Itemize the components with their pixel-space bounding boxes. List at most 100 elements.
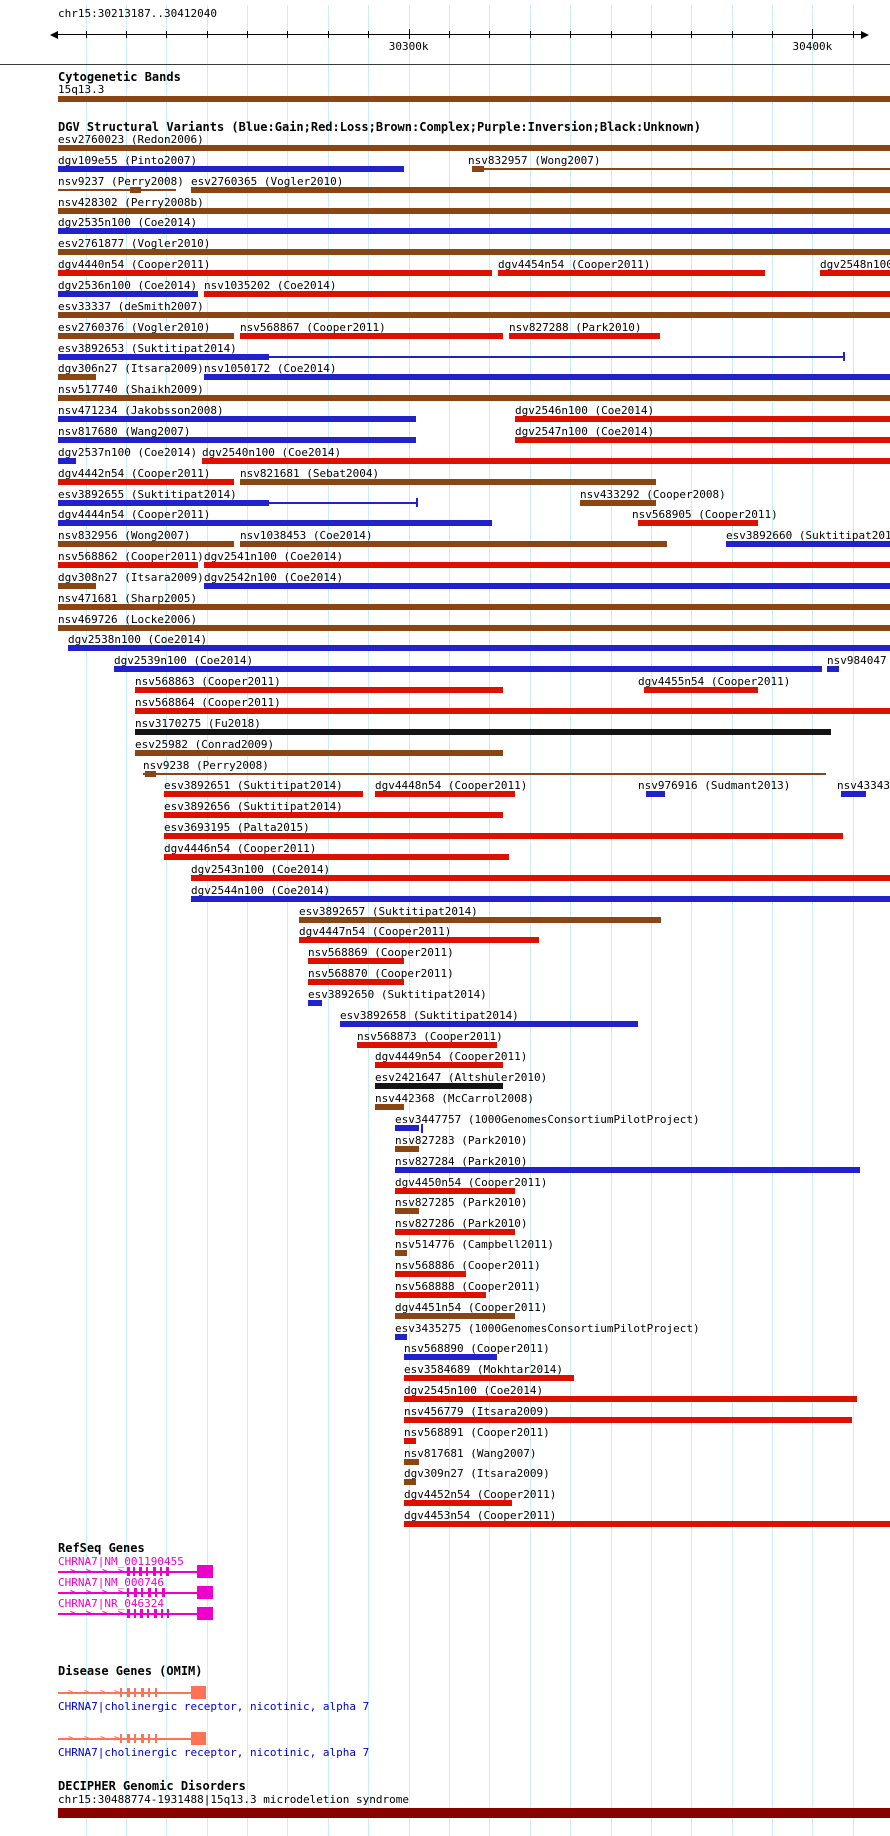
variant-bar[interactable] (841, 791, 866, 798)
variant-bar[interactable] (240, 541, 667, 548)
variant-bar[interactable] (130, 186, 141, 193)
variant-bar[interactable] (58, 562, 198, 568)
variant-bar[interactable] (240, 478, 656, 485)
variant-bar[interactable] (191, 874, 890, 881)
variant-bar[interactable] (638, 520, 758, 527)
variant-bar[interactable] (299, 916, 661, 923)
variant-bar[interactable] (515, 416, 890, 423)
variant-bar[interactable] (404, 1458, 419, 1465)
variant-bar[interactable] (58, 165, 404, 172)
variant-bar[interactable] (395, 1125, 419, 1131)
variant-bar[interactable] (58, 270, 492, 277)
variant-bar[interactable] (58, 624, 890, 631)
variant-bar[interactable] (404, 1479, 416, 1486)
variant-bar[interactable] (164, 812, 503, 819)
variant-bar[interactable] (375, 1083, 503, 1090)
variant-bar[interactable] (58, 228, 890, 235)
variant-label: nsv827286 (Park2010) (395, 1217, 528, 1231)
variant-bar[interactable] (515, 436, 890, 443)
variant-bar[interactable] (375, 1104, 404, 1111)
variant-bar[interactable] (820, 270, 890, 277)
cytoband-bar[interactable] (58, 96, 890, 102)
variant-bar[interactable] (395, 1270, 466, 1277)
variant-bar[interactable] (395, 1312, 515, 1319)
variant-label: esv3584689 (Mokhtar2014) (404, 1363, 563, 1377)
variant-bar[interactable] (58, 145, 890, 151)
variant-bar[interactable] (404, 1354, 497, 1361)
variant-bar[interactable] (191, 186, 890, 193)
variant-bar[interactable] (357, 1041, 497, 1048)
variant-bar[interactable] (404, 1396, 857, 1402)
gene-end-block (197, 1586, 213, 1599)
variant-label: esv2421647 (Altshuler2010) (375, 1071, 548, 1085)
variant-bar[interactable] (395, 1145, 419, 1152)
variant-bar[interactable] (58, 436, 416, 443)
variant-bar[interactable] (58, 416, 416, 423)
variant-bar[interactable] (164, 853, 509, 860)
gene-exon (146, 1567, 148, 1576)
variant-bar[interactable] (202, 457, 890, 464)
variant-bar[interactable] (395, 1208, 419, 1215)
variant-bar[interactable] (58, 291, 198, 297)
variant-bar[interactable] (509, 332, 660, 339)
variant-bar[interactable] (498, 270, 765, 277)
variant-bar[interactable] (204, 562, 890, 568)
omim-gene-label: CHRNA7|cholinergic receptor, nicotinic, … (58, 1746, 370, 1759)
variant-bar[interactable] (204, 291, 890, 297)
variant-bar[interactable] (58, 353, 269, 360)
variant-bar[interactable] (580, 499, 656, 506)
decipher-region-bar[interactable] (58, 1808, 890, 1818)
variant-bar[interactable] (395, 1250, 407, 1257)
variant-bar[interactable] (58, 603, 890, 610)
variant-bar[interactable] (204, 374, 890, 381)
variant-bar[interactable] (395, 1291, 486, 1298)
variant-bar[interactable] (58, 499, 269, 506)
variant-bar[interactable] (135, 708, 890, 714)
variant-bar[interactable] (375, 791, 515, 798)
variant-bar[interactable] (308, 979, 404, 985)
variant-bar[interactable] (308, 999, 322, 1006)
variant-bar[interactable] (726, 541, 890, 548)
variant-bar[interactable] (375, 1062, 503, 1069)
variant-bar[interactable] (472, 165, 484, 172)
variant-bar[interactable] (308, 958, 404, 965)
variant-bar[interactable] (395, 1229, 515, 1236)
variant-bar[interactable] (58, 332, 234, 339)
variant-bar[interactable] (191, 895, 890, 902)
variant-interval-line (484, 167, 890, 170)
variant-bar[interactable] (299, 937, 539, 944)
variant-bar[interactable] (404, 1500, 512, 1507)
variant-bar[interactable] (145, 770, 156, 777)
variant-bar[interactable] (164, 833, 843, 840)
variant-bar[interactable] (404, 1375, 574, 1382)
variant-bar[interactable] (644, 687, 758, 694)
strand-arrow-icon: > (118, 1588, 124, 1598)
variant-bar[interactable] (135, 749, 503, 756)
variant-bar[interactable] (404, 1416, 852, 1423)
variant-bar[interactable] (164, 791, 363, 798)
variant-bar[interactable] (58, 478, 234, 485)
variant-bar[interactable] (58, 541, 234, 548)
variant-bar[interactable] (68, 645, 890, 652)
variant-bar[interactable] (395, 1333, 407, 1340)
variant-bar[interactable] (135, 728, 831, 735)
variant-bar[interactable] (58, 207, 890, 214)
variant-bar[interactable] (395, 1187, 515, 1194)
variant-bar[interactable] (114, 666, 822, 673)
variant-bar[interactable] (135, 687, 503, 694)
variant-bar[interactable] (395, 1166, 860, 1173)
variant-bar[interactable] (340, 1020, 638, 1027)
variant-bar[interactable] (58, 520, 492, 527)
variant-bar[interactable] (827, 666, 839, 673)
variant-bar[interactable] (58, 395, 890, 402)
variant-bar[interactable] (58, 457, 76, 464)
variant-bar[interactable] (204, 582, 890, 589)
variant-bar[interactable] (404, 1521, 890, 1528)
variant-bar[interactable] (646, 791, 665, 798)
variant-bar[interactable] (404, 1437, 416, 1444)
variant-bar[interactable] (58, 582, 96, 589)
variant-bar[interactable] (58, 374, 96, 381)
variant-bar[interactable] (240, 332, 503, 339)
variant-bar[interactable] (58, 311, 890, 318)
variant-bar[interactable] (58, 249, 890, 256)
